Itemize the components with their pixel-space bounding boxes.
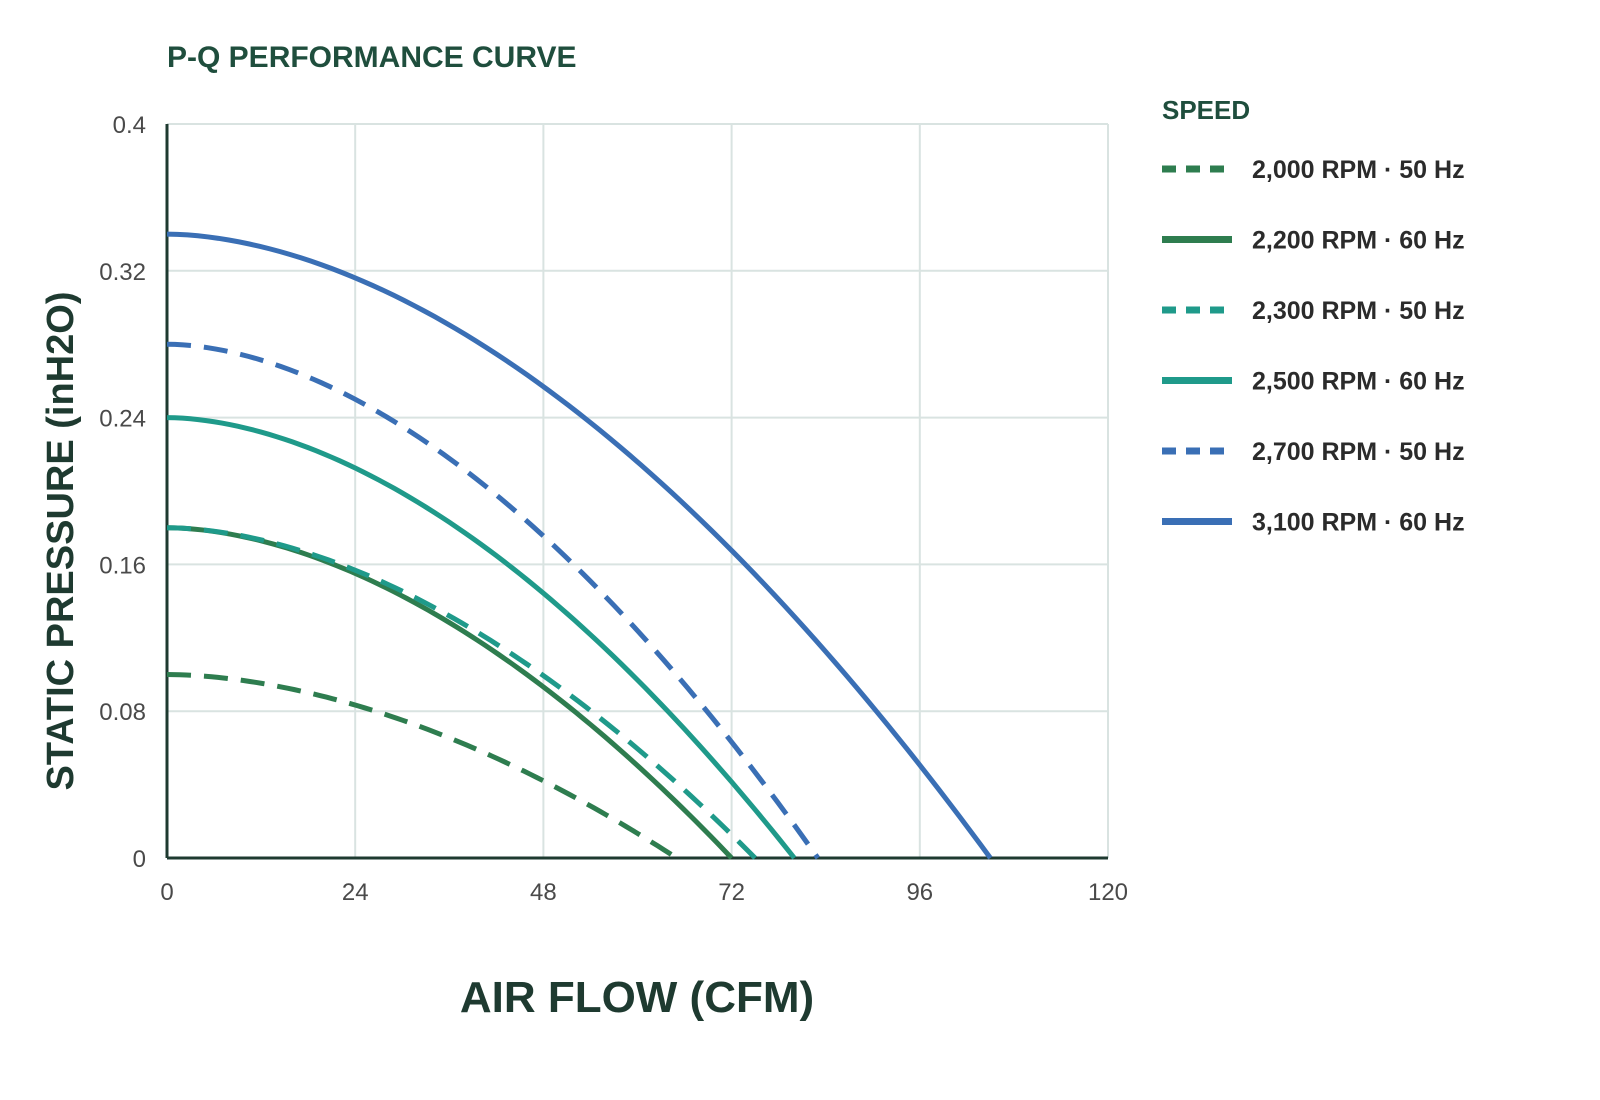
x-tick-label: 0 (160, 879, 173, 906)
x-tick-label: 120 (1088, 879, 1128, 906)
grid (167, 123, 1109, 858)
y-tick-label: 0.08 (99, 699, 146, 726)
y-tick-label: 0.24 (99, 406, 146, 433)
legend-label-1: 2,000 RPM · 50 Hz (1252, 156, 1465, 184)
legend-label-4: 2,500 RPM · 60 Hz (1252, 368, 1465, 396)
y-tick-label: 0 (133, 846, 146, 873)
legend-label-2: 2,200 RPM · 60 Hz (1252, 227, 1465, 255)
series-line-3 (166, 525, 757, 860)
x-tick-label: 96 (906, 879, 933, 906)
series-line-1 (166, 672, 679, 861)
axes (165, 124, 1108, 860)
x-tick-label: 48 (530, 879, 557, 906)
tick-labels: 0 24 48 72 96 120 0 0.08 0.16 0.24 0.32 0.4 (99, 112, 1128, 906)
y-axis-title: STATIC PRESSURE (inH2O) (40, 292, 82, 791)
series-line-6 (166, 231, 993, 860)
legend-label-6: 3,100 RPM · 60 Hz (1252, 509, 1465, 537)
x-tick-label: 24 (342, 879, 369, 906)
legend-label-3: 2,300 RPM · 50 Hz (1252, 297, 1465, 325)
series-line-5 (166, 341, 820, 860)
x-axis-title: AIR FLOW (CFM) (460, 973, 814, 1022)
y-tick-label: 0.4 (113, 112, 146, 139)
legend-title: SPEED (1162, 95, 1250, 125)
chart-title: P-Q PERFORMANCE CURVE (167, 41, 576, 74)
y-tick-label: 0.32 (99, 259, 146, 286)
legend-label-5: 2,700 RPM · 50 Hz (1252, 438, 1465, 466)
series-layer (166, 231, 993, 861)
legend: SPEED 2,000 RPM · 50 Hz 2,200 RPM · 60 Hz… (1162, 95, 1465, 537)
series-line-4 (166, 415, 797, 860)
y-tick-label: 0.16 (99, 552, 146, 579)
x-tick-label: 72 (718, 879, 745, 906)
